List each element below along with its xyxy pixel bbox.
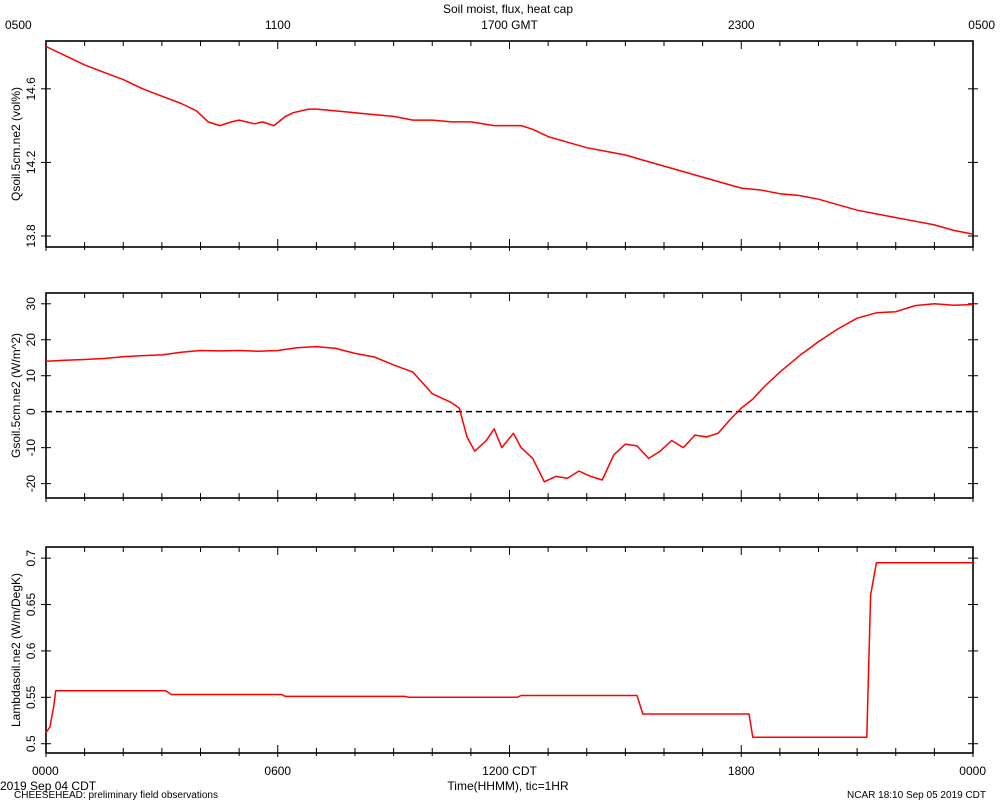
panel-frame [45,40,974,248]
bottom-axis-tick-labels: 0000 0600 1200 CDT 1800 0000 [32,764,986,778]
y-tick-label: -10 [24,439,38,457]
footer-date: 2019 Sep 04 CDT [0,779,97,793]
bottom-axis-tick-label: 1200 CDT [482,764,537,778]
bottom-axis-tick-label: 1800 [728,764,755,778]
bottom-axis-tick-label: 0600 [264,764,291,778]
footer-timestamp: NCAR 18:10 Sep 05 2019 CDT [847,790,986,801]
top-axis-tick-labels: 0500 1100 1700 GMT 2300 0500 [5,18,995,32]
x-axis-label: Time(HHMM), tic=1HR [447,779,569,793]
y-tick-labels: 13.8 14.2 14.6 [24,77,38,248]
chart-title: Soil moist, flux, heat cap [443,2,573,16]
bottom-axis-tick-label: 0000 [32,764,59,778]
top-axis-tick-label: 2300 [728,18,755,32]
top-axis-tick-label: 0500 [5,18,32,32]
panel-2: -20 -10 0 10 20 30 Gsoil.5cm.ne2 (W/m^2) [9,292,978,502]
y-tick-label: 30 [24,297,38,311]
series-line [45,303,974,483]
y-axis-label: Gsoil.5cm.ne2 (W/m^2) [9,333,23,458]
footer-project-note: CHEESEHEAD: preliminary field observatio… [14,790,218,801]
series-line [45,45,974,235]
y-tick-label: 0.5 [24,735,38,752]
y-tick-label: 0.55 [24,685,38,709]
panel-frame [45,546,974,754]
y-axis-label: Qsoil.5cm.ne2 (vol%) [9,87,23,201]
y-tick-label: 0.65 [24,593,38,617]
y-tick-label: 10 [24,369,38,383]
y-tick-label: 0 [24,408,38,415]
y-axis-label: Lambdasoil.ne2 (W/m/DegK) [9,573,23,727]
y-tick-label: 0.6 [24,642,38,659]
y-tick-label: -20 [24,475,38,493]
top-axis-tick-label: 1100 [265,18,291,32]
y-tick-labels: -20 -10 0 10 20 30 [24,297,38,492]
y-tick-label: 14.6 [24,77,38,101]
top-axis-tick-label: 1700 GMT [481,18,538,32]
top-axis-tick-label: 0500 [968,18,995,32]
panel-frame [45,292,974,499]
y-tick-label: 20 [24,333,38,347]
y-tick-label: 0.7 [24,549,38,566]
y-tick-label: 14.2 [24,150,38,174]
y-tick-labels: 0.5 0.55 0.6 0.65 0.7 [24,549,38,752]
series-line [45,562,973,738]
y-tick-label: 13.8 [24,224,38,248]
bottom-axis-tick-label: 0000 [959,764,986,778]
